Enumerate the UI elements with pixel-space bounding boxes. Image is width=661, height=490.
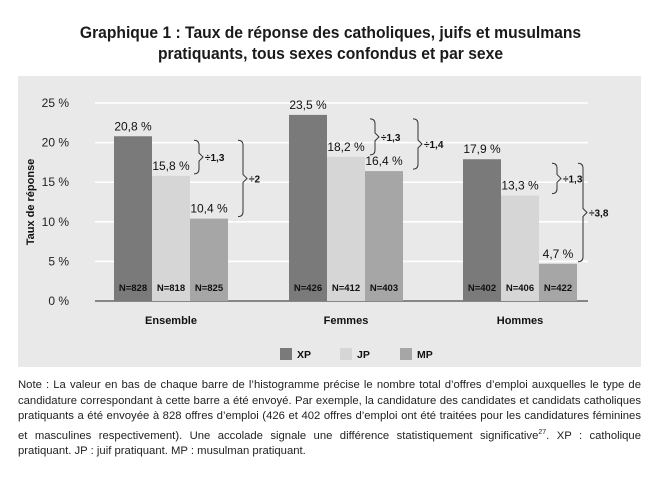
y-tick-label: 15 % <box>42 175 70 189</box>
sample-size-label: N=406 <box>506 283 534 294</box>
data-label: 23,5 % <box>289 98 327 112</box>
significance-bracket <box>412 118 423 170</box>
chart-note: Note : La valeur en bas de chaque barre … <box>18 378 641 459</box>
sample-size-label: N=426 <box>294 283 322 294</box>
bracket-ratio-label: ÷3,8 <box>589 209 609 220</box>
legend-label: MP <box>417 349 433 361</box>
note-footnote-ref: 27 <box>538 428 547 436</box>
significance-bracket <box>369 118 380 156</box>
sample-size-label: N=403 <box>370 283 398 294</box>
y-axis-label: Taux de réponse <box>25 159 37 246</box>
x-category-label: Ensemble <box>145 315 197 327</box>
data-label: 16,4 % <box>365 154 403 168</box>
bar-jp <box>501 195 539 301</box>
bracket-ratio-label: ÷1,4 <box>424 140 444 151</box>
bracket-ratio-label: ÷2 <box>249 174 260 185</box>
sample-size-label: N=402 <box>468 283 496 294</box>
y-tick-label: 10 % <box>42 215 70 229</box>
x-category-label: Femmes <box>324 315 369 327</box>
bracket-ratio-label: ÷1,3 <box>381 133 401 144</box>
bar-chart: 0 % 5 % 10 % 15 % 20 % 25 % Taux de réponse 20,… <box>25 96 609 361</box>
bar-mp <box>190 218 228 301</box>
note-text-end: . XP : catholique pratiquant. JP : juif … <box>18 429 641 457</box>
bracket-ratio-label: ÷1,3 <box>205 153 225 164</box>
sample-size-label: N=818 <box>157 283 185 294</box>
legend-swatch-xp <box>280 348 292 360</box>
significance-bracket <box>237 139 248 218</box>
y-tick-label: 20 % <box>42 136 70 150</box>
bar-jp <box>327 156 365 301</box>
data-label: 15,8 % <box>152 159 190 173</box>
data-label: 4,7 % <box>543 247 574 261</box>
legend-label: XP <box>297 349 311 361</box>
chart-title: Graphique 1 : Taux de réponse des cathol… <box>26 22 634 64</box>
sample-size-label: N=825 <box>195 283 224 294</box>
data-label: 18,2 % <box>327 140 365 154</box>
data-label: 13,3 % <box>501 179 539 193</box>
note-text: Note : La valeur en bas de chaque barre … <box>18 379 641 442</box>
legend-swatch-jp <box>340 348 352 360</box>
data-label: 17,9 % <box>463 142 501 156</box>
significance-bracket <box>551 162 562 195</box>
data-label: 20,8 % <box>114 119 152 133</box>
y-tick-label: 0 % <box>48 294 69 308</box>
sample-size-label: N=828 <box>119 283 147 294</box>
chart-title-line-2: pratiquants, tous sexes confondus et par… <box>157 44 504 63</box>
sample-size-label: N=422 <box>544 283 572 294</box>
bar-xp <box>114 136 152 301</box>
bar-xp <box>289 114 327 301</box>
significance-bracket <box>193 139 204 175</box>
bar-jp <box>152 175 190 301</box>
bar-mp <box>365 171 403 301</box>
significance-bracket <box>577 162 588 263</box>
legend-swatch-mp <box>400 348 412 360</box>
y-tick-label: 5 % <box>48 254 69 268</box>
bracket-ratio-label: ÷1,3 <box>563 174 583 185</box>
chart-title-line-1: Graphique 1 : Taux de réponse des cathol… <box>79 23 582 42</box>
sample-size-label: N=412 <box>332 283 360 294</box>
y-tick-label: 25 % <box>42 96 70 110</box>
bar-xp <box>463 159 501 301</box>
legend-label: JP <box>357 349 370 361</box>
data-label: 10,4 % <box>190 202 228 216</box>
x-category-label: Hommes <box>497 315 543 327</box>
chart-panel: 0 % 5 % 10 % 15 % 20 % 25 % Taux de réponse 20,… <box>18 76 641 367</box>
bar-mp <box>539 263 577 301</box>
